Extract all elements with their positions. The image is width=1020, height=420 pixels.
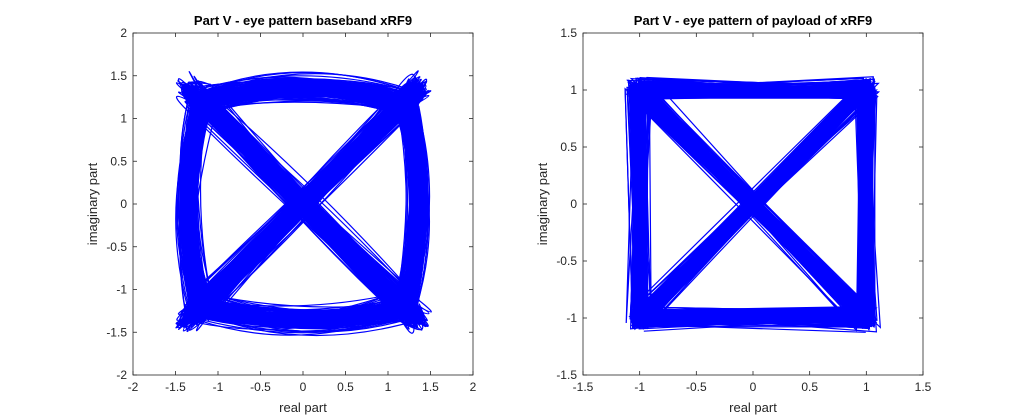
right-plot-xtick-label: -1.5 [573, 380, 594, 394]
right-plot-ytick-label: -1.5 [556, 368, 577, 382]
left-plot-ytick-label: 0.5 [110, 154, 127, 168]
right-plot-trace [635, 94, 868, 309]
right-plot-xtick-label: 1 [863, 380, 870, 394]
right-plot-ytick-label: 0.5 [560, 140, 577, 154]
right-plot-trace [636, 89, 873, 329]
right-plot-ylabel: imaginary part [535, 162, 550, 245]
right-plot-xlabel: real part [729, 400, 777, 415]
left-plot-title: Part V - eye pattern baseband xRF9 [194, 13, 412, 28]
left-plot: -2 -1.5 -1 -0.5 0 0.5 1 1.5 2 -2 -1.5 -1 -0.5 0 0.5 1 1.… [85, 13, 477, 415]
right-plot-xtick-label: 0.5 [801, 380, 818, 394]
left-plot-trace [181, 109, 412, 325]
right-plot: -1.5 -1 -0.5 0 0.5 1 1.5 -1.5 -1 -0.5 0 0.5 1 1.5 Par… [535, 13, 932, 415]
left-plot-xtick-label: -2 [128, 380, 139, 394]
right-plot-ticks: -1.5 -1 -0.5 0 0.5 1 1.5 -1.5 -1 -0.5 0 0.5 1 1.5 [556, 26, 931, 394]
right-plot-xtick-label: 0 [750, 380, 757, 394]
right-plot-trace [636, 78, 872, 326]
right-plot-xtick-label: -1 [634, 380, 645, 394]
right-plot-traces [624, 76, 882, 333]
right-plot-ytick-label: 0 [570, 197, 577, 211]
left-plot-xtick-label: -1.5 [165, 380, 186, 394]
right-plot-trace [632, 83, 875, 318]
left-plot-xtick-label: -0.5 [250, 380, 271, 394]
left-plot-ytick-label: 1.5 [110, 69, 127, 83]
left-plot-trace [197, 77, 418, 310]
left-plot-ytick-label: -1 [116, 283, 127, 297]
right-plot-trace [631, 87, 871, 322]
right-plot-trace [635, 81, 867, 322]
left-plot-trace [177, 77, 415, 321]
right-plot-ytick-label: 1.5 [560, 26, 577, 40]
left-plot-xtick-label: 1 [385, 380, 392, 394]
left-plot-xtick-label: 0.5 [337, 380, 354, 394]
right-plot-xtick-label: -0.5 [686, 380, 707, 394]
left-plot-ytick-label: -0.5 [106, 240, 127, 254]
left-plot-ytick-label: 1 [120, 112, 127, 126]
left-plot-ticks: -2 -1.5 -1 -0.5 0 0.5 1 1.5 2 -2 -1.5 -1 -0.5 0 0.5 1 1.… [106, 26, 476, 394]
left-plot-traces [175, 70, 432, 337]
right-plot-ytick-label: -1 [566, 311, 577, 325]
left-plot-trace [198, 81, 425, 300]
left-plot-xtick-label: 1.5 [422, 380, 439, 394]
right-plot-title: Part V - eye pattern of payload of xRF9 [634, 13, 872, 28]
left-plot-trace [200, 87, 421, 314]
left-plot-trace [208, 90, 418, 306]
right-plot-trace [627, 93, 874, 321]
left-plot-ytick-label: -1.5 [106, 325, 127, 339]
left-plot-xlabel: real part [279, 400, 327, 415]
left-plot-ylabel: imaginary part [85, 162, 100, 245]
left-plot-xtick-label: -1 [213, 380, 224, 394]
left-plot-ytick-label: 0 [120, 197, 127, 211]
left-plot-xtick-label: 0 [300, 380, 307, 394]
right-plot-ytick-label: -0.5 [556, 254, 577, 268]
right-plot-ytick-label: 1 [570, 83, 577, 97]
left-plot-xtick-label: 2 [470, 380, 477, 394]
left-plot-ytick-label: -2 [116, 368, 127, 382]
left-plot-ytick-label: 2 [120, 26, 127, 40]
left-plot-trace [179, 99, 214, 326]
right-plot-xtick-label: 1.5 [915, 380, 932, 394]
